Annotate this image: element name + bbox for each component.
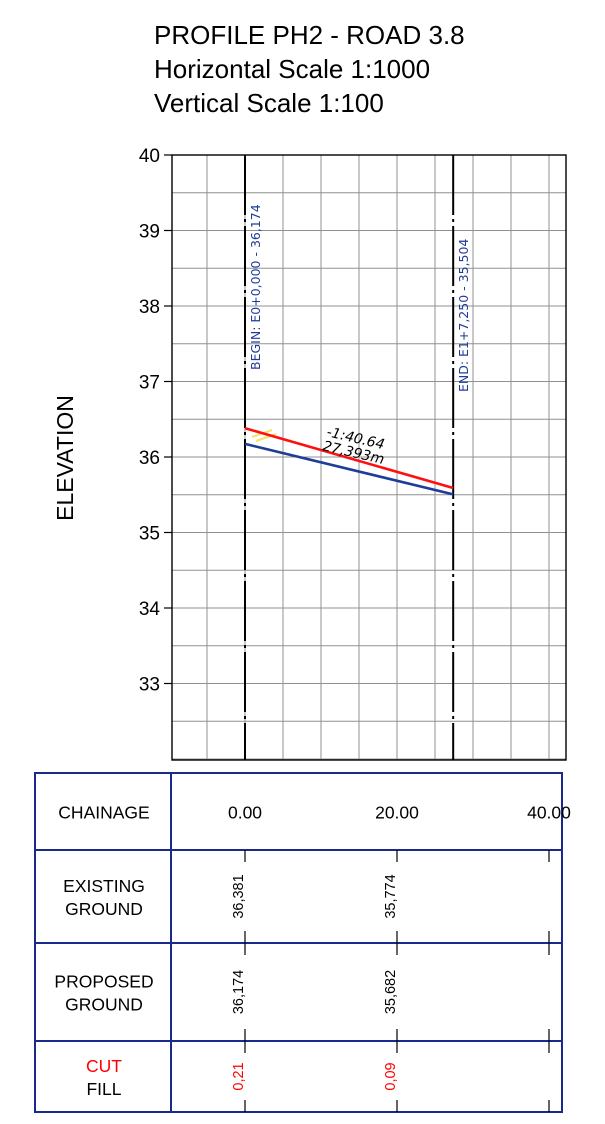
cutfill-value: 0,21	[231, 1062, 247, 1090]
y-tick-label: 37	[139, 373, 160, 394]
existing-ground-line	[244, 426, 454, 490]
end-station-label: END: E1+7,250 - 35,504	[456, 239, 471, 392]
y-tick-label: 34	[139, 599, 161, 620]
data-table: CHAINAGE 0.00 20.00 40.00 EXISTING GROUND 36,3…	[34, 772, 571, 1113]
drawing-title: PROFILE PH2 - ROAD 3.8	[154, 20, 465, 50]
table-row-label-existing: EXISTING	[63, 876, 145, 896]
chainage-value: 20.00	[375, 803, 419, 823]
existing-value: 36,381	[231, 874, 247, 918]
chainage-value: 0.00	[228, 803, 262, 823]
proposed-ground-line	[244, 442, 454, 496]
begin-station-label: BEGIN: E0+0,000 - 36,174	[248, 204, 263, 370]
cutfill-value: 0,09	[383, 1062, 399, 1090]
y-tick-label: 39	[139, 222, 160, 243]
y-tick-label: 36	[139, 448, 160, 469]
table-row-label-existing: GROUND	[65, 899, 143, 919]
table-row-label-chainage: CHAINAGE	[58, 803, 149, 823]
proposed-value: 35,682	[383, 970, 399, 1014]
y-tick-label: 35	[139, 524, 160, 545]
table-row-label-proposed: GROUND	[65, 995, 143, 1015]
proposed-value: 36,174	[231, 970, 247, 1014]
existing-value: 35,774	[383, 874, 399, 918]
table-row-label-cutfill: FILL	[86, 1079, 121, 1099]
vertical-scale-label: Vertical Scale 1:100	[154, 88, 384, 118]
table-row-label-cutfill: CUT	[86, 1056, 122, 1076]
horizontal-scale-label: Horizontal Scale 1:1000	[154, 54, 431, 84]
y-axis-title: ELEVATION	[52, 395, 78, 521]
table-row-label-proposed: PROPOSED	[54, 972, 153, 992]
drawing-title-block: PROFILE PH2 - ROAD 3.8 Horizontal Scale …	[154, 18, 594, 120]
y-tick-label: 38	[139, 297, 160, 318]
y-tick-label: 33	[139, 675, 160, 696]
chainage-value: 40.00	[527, 803, 571, 823]
y-tick-label: 40	[139, 146, 160, 167]
